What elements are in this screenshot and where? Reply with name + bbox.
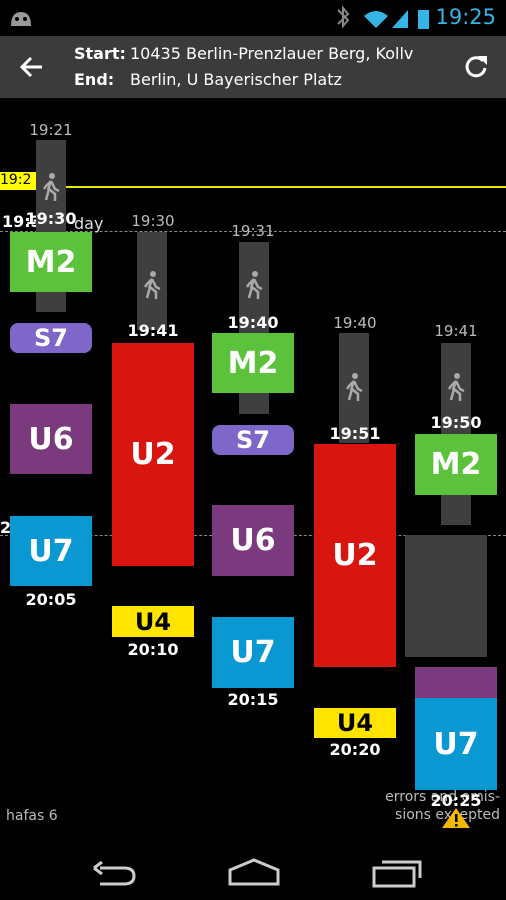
walk-icon — [140, 270, 164, 300]
now-line — [0, 186, 506, 188]
leg[interactable]: U6 — [10, 404, 92, 474]
start-value: 10435 Berlin-Prenzlauer Berg, Kollv — [130, 44, 414, 63]
nav-home[interactable] — [226, 856, 282, 888]
walk-icon — [242, 270, 266, 300]
status-bar: 19:25 — [0, 0, 506, 36]
end-value: Berlin, U Bayerischer Platz — [130, 70, 342, 89]
departure-time: 19:21 — [29, 121, 73, 139]
provider: hafas 6 — [6, 808, 58, 824]
arrival-time: 20:20 — [329, 740, 381, 759]
disclaimer-line: errors and omis- — [385, 789, 500, 805]
boarding-time: 19:41 — [127, 321, 179, 340]
status-icons — [337, 6, 429, 29]
gap-block — [405, 535, 487, 657]
leg[interactable]: U7 — [212, 617, 294, 688]
leg[interactable]: U2 — [112, 343, 194, 566]
departure-time: 19:30 — [131, 212, 175, 230]
walk-icon — [39, 172, 63, 202]
hour-marker: 2 — [0, 518, 12, 537]
walk-icon — [342, 372, 366, 402]
clock: 19:25 — [435, 5, 496, 29]
boarding-time: 19:50 — [430, 413, 482, 432]
back-button[interactable] — [18, 54, 46, 80]
end-label: End: — [74, 70, 115, 89]
arrival-time: 20:10 — [127, 640, 179, 659]
day-label: day — [74, 214, 104, 233]
nav-bar — [0, 850, 506, 900]
boarding-time: 19:40 — [227, 313, 279, 332]
warning-icon — [442, 808, 470, 828]
refresh-button[interactable] — [462, 53, 490, 81]
header: Start: 10435 Berlin-Prenzlauer Berg, Kol… — [0, 36, 506, 98]
nav-back[interactable] — [90, 858, 138, 888]
start-label: Start: — [74, 44, 126, 63]
leg[interactable]: S7 — [212, 425, 294, 455]
arrival-time: 20:15 — [227, 690, 279, 709]
leg[interactable]: M2 — [212, 333, 294, 393]
leg[interactable]: U4 — [314, 708, 396, 738]
nav-recents[interactable] — [370, 856, 424, 888]
leg[interactable]: M2 — [415, 434, 497, 495]
leg[interactable]: U7 — [415, 698, 497, 790]
leg[interactable]: M2 — [10, 232, 92, 292]
departure-time: 19:41 — [434, 322, 478, 340]
leg[interactable]: U6 — [212, 505, 294, 576]
leg[interactable]: U7 — [10, 516, 92, 586]
day-time: 19:3 — [2, 212, 42, 231]
boarding-time: 19:30 — [25, 209, 77, 228]
leg[interactable]: U4 — [112, 606, 194, 637]
arrival-time: 20:05 — [25, 590, 77, 609]
walk-icon — [444, 372, 468, 402]
leg-block — [415, 667, 497, 698]
leg[interactable]: S7 — [10, 323, 92, 353]
departure-time: 19:40 — [333, 314, 377, 332]
departure-time: 19:31 — [231, 222, 275, 240]
arrival-time: 20:25 — [430, 791, 482, 810]
now-label: 19:2 — [0, 172, 36, 190]
walk-segment — [339, 333, 369, 443]
disclaimer-line: sions excepted — [395, 807, 500, 823]
boarding-time: 19:51 — [329, 424, 381, 443]
leg[interactable]: U2 — [314, 444, 396, 667]
day-line — [0, 231, 506, 232]
android-icon — [11, 12, 31, 26]
